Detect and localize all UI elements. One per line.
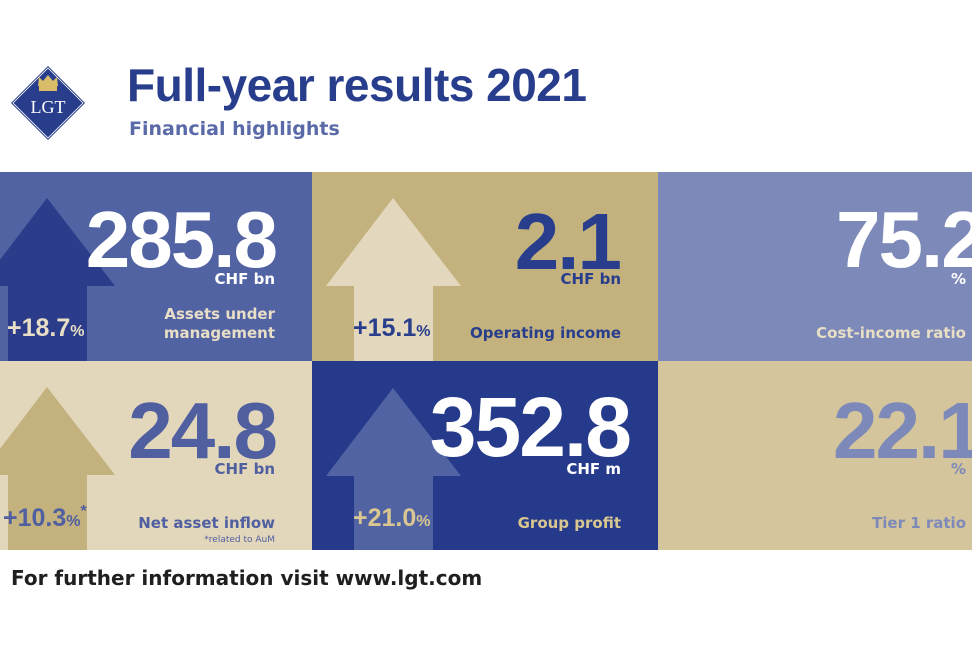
change-percent: +15.1%: [353, 314, 431, 342]
metric-label: Group profit: [517, 514, 621, 532]
crown-diamond-icon: LGT: [11, 66, 85, 140]
value: 352.8: [429, 380, 632, 474]
metric-label: Operating income: [470, 324, 621, 342]
metric-label: Assets under management: [163, 305, 275, 342]
page-title: Full-year results 2021: [127, 59, 587, 111]
change-percent: +18.7%: [7, 314, 85, 342]
value: 2.1: [514, 197, 622, 286]
up-arrow-icon: [326, 388, 461, 550]
tile-operating-income: 2.1 CHF bn Operating income +15.1%: [312, 172, 658, 361]
tile-group-profit: 352.8 CHF m Group profit +21.0%: [312, 361, 658, 550]
value: 24.8: [128, 386, 278, 475]
value: 285.8: [85, 195, 278, 284]
unit: CHF bn: [214, 460, 275, 478]
value: 22.1: [833, 386, 972, 475]
svg-text:LGT: LGT: [31, 97, 66, 117]
metric-label: Cost-income ratio: [816, 324, 966, 342]
up-arrow-icon: [326, 198, 461, 361]
change-percent: +10.3%*: [3, 503, 87, 532]
tile-tier-1-ratio: 22.1 % Tier 1 ratio: [658, 361, 972, 550]
page-subtitle: Financial highlights: [129, 118, 340, 140]
unit: CHF bn: [214, 270, 275, 288]
unit: CHF bn: [560, 270, 621, 288]
tile-assets-under-management: 285.8 CHF bn Assets under management +18…: [0, 172, 312, 361]
lgt-logo: LGT: [11, 66, 85, 140]
up-arrow-icon: [0, 198, 115, 361]
unit: %: [950, 270, 966, 288]
tile-cost-income-ratio: 75.2 % Cost-income ratio: [658, 172, 972, 361]
change-percent: +21.0%: [353, 504, 431, 532]
metric-label: Net asset inflow: [138, 514, 275, 532]
metric-label: Tier 1 ratio: [872, 514, 966, 532]
tile-net-asset-inflow: 24.8 CHF bn Net asset inflow *related to…: [0, 361, 312, 550]
unit: %: [950, 460, 966, 478]
unit: CHF m: [566, 460, 621, 478]
up-arrow-icon: [0, 387, 115, 550]
footnote: *related to AuM: [204, 535, 275, 545]
highlights-grid: 285.8 CHF bn Assets under management +18…: [0, 172, 972, 550]
value: 75.2: [836, 195, 972, 284]
footer-link-text: For further information visit www.lgt.co…: [11, 566, 483, 590]
